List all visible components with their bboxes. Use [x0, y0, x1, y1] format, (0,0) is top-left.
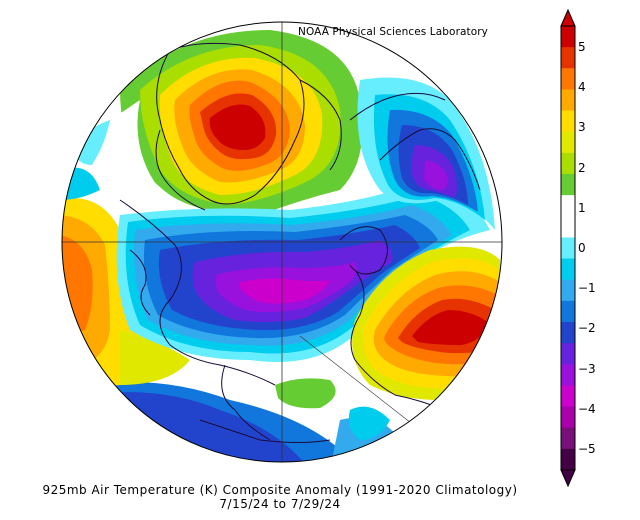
anomaly-region [120, 330, 190, 385]
colorbar-segment [561, 364, 575, 386]
colorbar-tick-label: −4 [578, 401, 596, 416]
colorbar-tick-label: 3 [578, 120, 586, 135]
colorbar-segment [561, 279, 575, 302]
colorbar-segment [561, 195, 575, 217]
colorbar-segment [561, 406, 575, 429]
colorbar-min-cap [560, 469, 576, 488]
colorbar-tick-label: −1 [578, 281, 596, 296]
colorbar-segment [561, 427, 575, 450]
colorbar-segment [561, 300, 575, 323]
coastlines [119, 42, 481, 443]
colorbar-segment [561, 152, 575, 175]
colorbar-tick-label: −5 [578, 441, 596, 456]
colorbar-tick-label: 1 [578, 200, 586, 215]
colorbar-segment [561, 343, 575, 365]
anomaly-region [424, 160, 448, 190]
colorbar-segment [561, 89, 575, 112]
colorbar-segment [561, 258, 575, 281]
caption-title: 925mb Air Temperature (K) Composite Anom… [42, 483, 518, 497]
colorbar [560, 8, 576, 488]
colorbar-segment [561, 322, 575, 344]
colorbar-segment [561, 68, 575, 90]
colorbar-segment [561, 47, 575, 69]
credit-label: NOAA Physical Sciences Laboratory [298, 26, 488, 38]
anomaly-region [240, 278, 330, 304]
anomaly-region [70, 100, 160, 195]
colorbar-segment [561, 131, 575, 154]
colorbar-max-cap [560, 8, 576, 27]
date-line [299, 335, 421, 431]
colorbar-tick-label: 0 [578, 241, 586, 255]
colorbar-tick-label: −3 [578, 361, 596, 376]
colorbar-segment [561, 26, 575, 48]
anomaly-region [340, 40, 430, 80]
anomaly-region [412, 310, 488, 345]
colorbar-tick-label: 2 [578, 160, 586, 175]
anomaly-region [209, 104, 266, 150]
anomaly-region [348, 406, 390, 440]
colorbar-tick-label: 5 [578, 40, 586, 55]
colorbar-tick-label: −2 [578, 321, 596, 336]
colorbar-segment [561, 174, 575, 196]
colorbar-segment [561, 110, 575, 133]
colorbar-segment [561, 216, 575, 238]
colorbar-segment [561, 385, 575, 408]
caption-date-range: 7/15/24 to 7/29/24 [219, 497, 341, 511]
anomaly-region [75, 120, 110, 165]
map-border [61, 21, 503, 463]
anomaly-region [275, 378, 336, 409]
colorbar-segment [561, 448, 575, 471]
colorbar-segment [561, 237, 575, 260]
colorbar-tick-label: 4 [578, 80, 586, 95]
